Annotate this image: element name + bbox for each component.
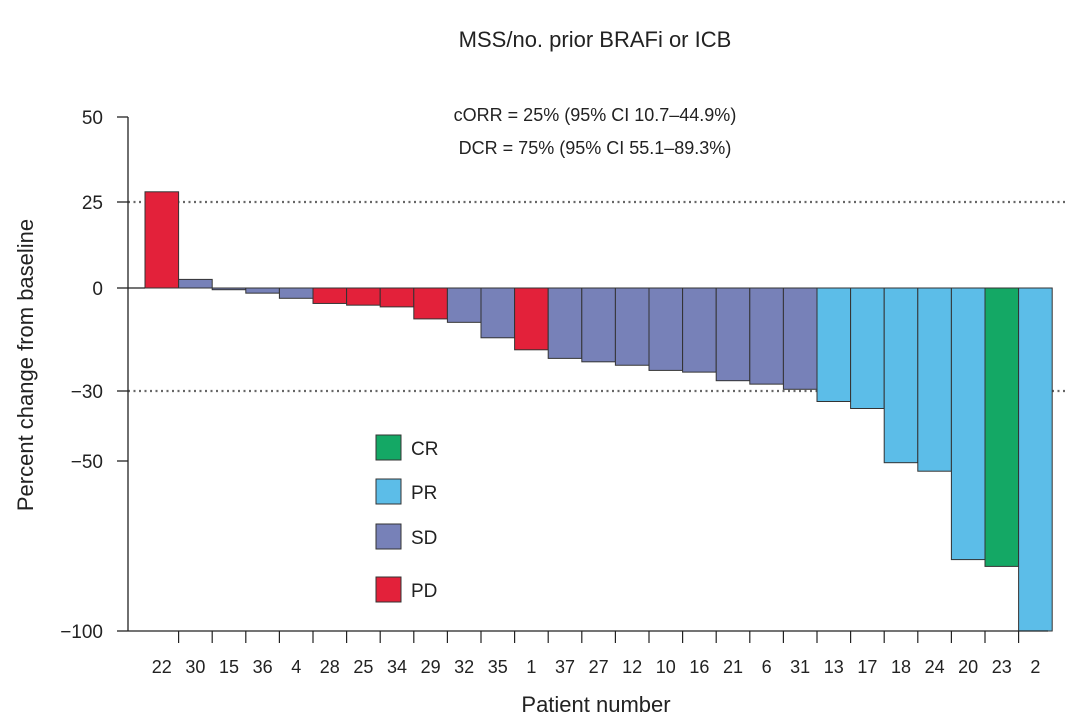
bar-patient-12 [614, 287, 650, 366]
y-tick-label: −30 [71, 382, 103, 403]
bar-patient-4 [278, 287, 314, 299]
x-tick-label: 4 [291, 657, 301, 677]
bar-patient-31 [782, 287, 818, 390]
y-tick-label: 25 [82, 193, 103, 214]
bar-patient-32 [446, 287, 482, 323]
x-tick-label: 13 [824, 657, 844, 677]
y-tick-label: 0 [92, 279, 103, 300]
bar-patient-29 [413, 287, 448, 320]
bar-patient-23 [984, 287, 1020, 567]
x-axis-label: Patient number [521, 692, 670, 715]
annotation-dcr: DCR = 75% (95% CI 55.1–89.3%) [459, 138, 732, 158]
bar-patient-37 [547, 287, 583, 359]
bar-patient-28 [312, 287, 348, 304]
bar-patient-24 [917, 287, 952, 472]
x-tick-label: 29 [421, 657, 441, 677]
bar-patient-13 [816, 287, 852, 402]
bar-patient-6 [749, 287, 784, 385]
bar-patient-30 [178, 278, 213, 289]
x-tick-label: 35 [488, 657, 508, 677]
x-tick-label: 18 [891, 657, 911, 677]
bar-patient-21 [715, 287, 751, 382]
x-tick-label: 22 [152, 657, 172, 677]
x-tick-label: 23 [992, 657, 1012, 677]
x-tick-label: 6 [762, 657, 772, 677]
y-tick-label: 50 [82, 108, 103, 129]
x-tick-label: 20 [958, 657, 978, 677]
bar-patient-18 [883, 287, 919, 464]
bar-patient-25 [346, 287, 381, 306]
x-tick-label: 1 [526, 657, 536, 677]
bar-patient-27 [581, 287, 616, 363]
x-tick-label: 36 [253, 657, 273, 677]
bar-patient-1 [514, 287, 549, 351]
x-tick-label: 34 [387, 657, 407, 677]
x-tick-label: 17 [857, 657, 877, 677]
legend-swatch-pr [375, 478, 402, 505]
bar-patient-36 [245, 287, 280, 294]
legend-swatch-sd [375, 523, 402, 550]
legend-label-pd: PD [411, 581, 437, 602]
bar-patient-10 [648, 287, 684, 371]
x-tick-label: 24 [925, 657, 945, 677]
bar-patient-22 [144, 191, 180, 289]
legend-label-sd: SD [411, 528, 437, 549]
x-tick-label: 21 [723, 657, 743, 677]
legend-label-pr: PR [411, 483, 437, 504]
x-tick-label: 37 [555, 657, 575, 677]
y-tick-label: −50 [71, 452, 103, 473]
bar-patient-15 [211, 287, 247, 291]
x-tick-label: 15 [219, 657, 239, 677]
x-tick-label: 25 [353, 657, 373, 677]
x-tick-label: 28 [320, 657, 340, 677]
x-tick-label: 30 [185, 657, 205, 677]
annotation-corr: cORR = 25% (95% CI 10.7–44.9%) [454, 105, 737, 125]
y-tick-label: −100 [60, 622, 103, 643]
x-tick-label: 16 [689, 657, 709, 677]
bar-patient-34 [379, 287, 415, 308]
bar-patient-20 [950, 287, 986, 561]
x-tick-label: 32 [454, 657, 474, 677]
x-tick-label: 10 [656, 657, 676, 677]
legend-swatch-pd [375, 576, 402, 603]
bar-patient-17 [850, 287, 885, 409]
bar-patient-2 [1018, 287, 1053, 632]
y-axis-label: Percent change from baseline [13, 219, 38, 511]
chart-title: MSS/no. prior BRAFi or ICB [459, 27, 732, 52]
x-tick-label: 27 [589, 657, 609, 677]
legend-swatch-cr [375, 434, 402, 461]
bar-patient-16 [682, 287, 717, 373]
x-tick-label: 31 [790, 657, 810, 677]
x-tick-label: 2 [1030, 657, 1040, 677]
bar-patient-35 [480, 287, 516, 339]
x-tick-label: 12 [622, 657, 642, 677]
legend-label-cr: CR [411, 439, 438, 460]
